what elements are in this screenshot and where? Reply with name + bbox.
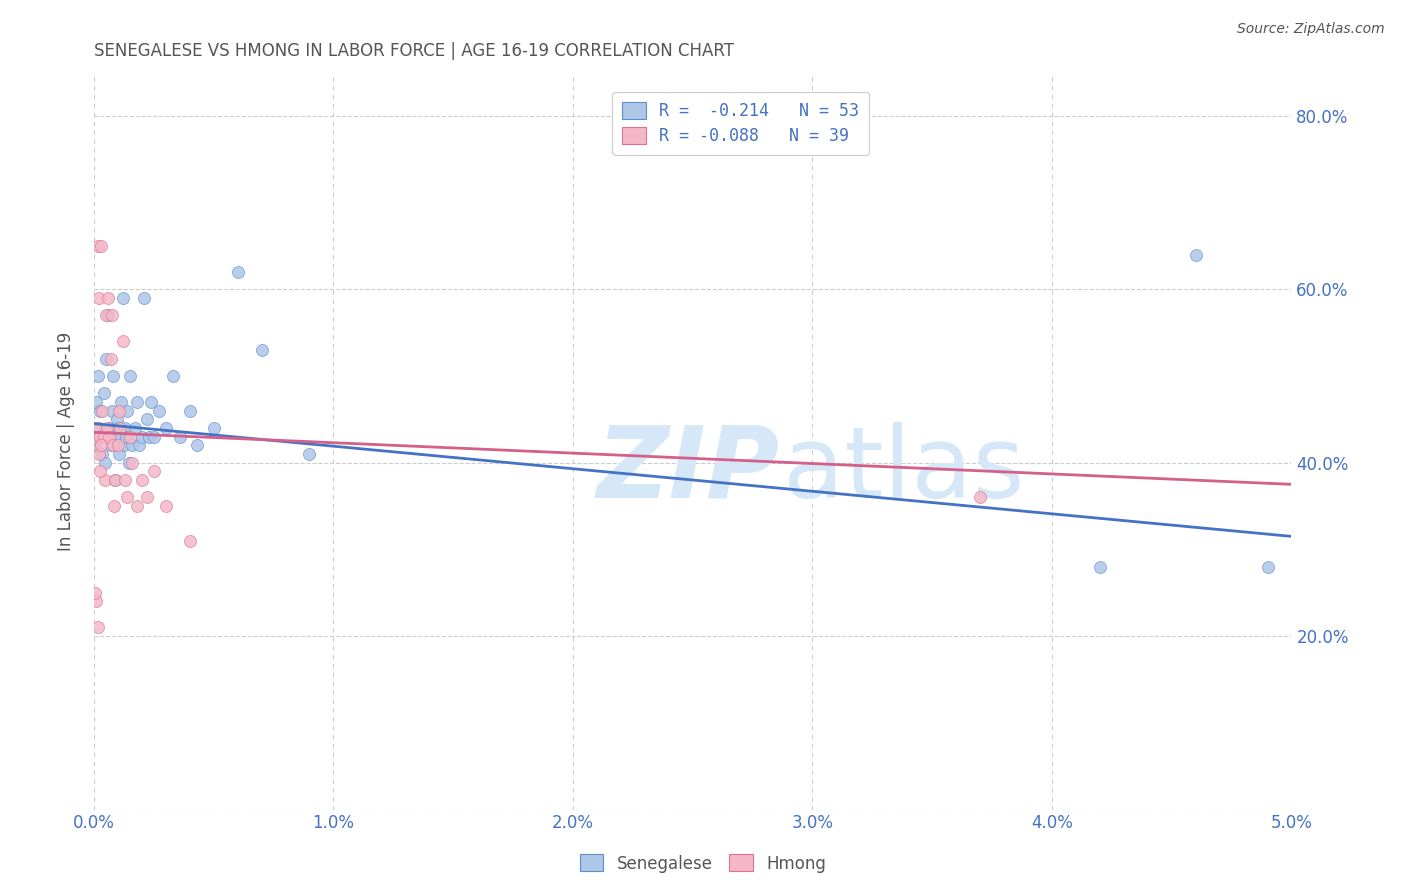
- Y-axis label: In Labor Force | Age 16-19: In Labor Force | Age 16-19: [58, 331, 75, 550]
- Point: [93, 473, 115, 487]
- Point: [89, 430, 111, 444]
- Point: [142, 430, 165, 444]
- Point: [103, 499, 125, 513]
- Point: [100, 351, 122, 366]
- Point: [96, 430, 118, 444]
- Point: [115, 430, 138, 444]
- Point: [969, 491, 991, 505]
- Point: [86, 594, 108, 608]
- Point: [107, 438, 129, 452]
- Point: [93, 386, 115, 401]
- Point: [87, 291, 110, 305]
- Point: [135, 412, 157, 426]
- Point: [125, 499, 148, 513]
- Point: [89, 403, 111, 417]
- Point: [118, 430, 141, 444]
- Point: [96, 421, 118, 435]
- Point: [105, 412, 128, 426]
- Point: [131, 430, 153, 444]
- Point: [87, 447, 110, 461]
- Point: [93, 456, 115, 470]
- Point: [117, 491, 139, 505]
- Point: [142, 464, 165, 478]
- Point: [104, 473, 127, 487]
- Point: [179, 403, 201, 417]
- Point: [84, 586, 107, 600]
- Point: [101, 368, 124, 383]
- Point: [103, 430, 125, 444]
- Point: [118, 456, 141, 470]
- Point: [117, 403, 139, 417]
- Point: [110, 430, 132, 444]
- Point: [111, 291, 134, 305]
- Point: [125, 395, 148, 409]
- Text: Source: ZipAtlas.com: Source: ZipAtlas.com: [1237, 22, 1385, 37]
- Point: [186, 438, 208, 452]
- Point: [108, 447, 131, 461]
- Point: [121, 456, 143, 470]
- Point: [138, 430, 160, 444]
- Point: [162, 368, 184, 383]
- Point: [84, 421, 107, 435]
- Point: [86, 620, 108, 634]
- Point: [111, 334, 134, 349]
- Point: [101, 403, 124, 417]
- Point: [250, 343, 273, 357]
- Point: [1088, 559, 1111, 574]
- Point: [110, 421, 132, 435]
- Point: [108, 403, 131, 417]
- Point: [121, 438, 143, 452]
- Point: [141, 395, 163, 409]
- Point: [84, 438, 107, 452]
- Point: [98, 430, 121, 444]
- Point: [100, 438, 122, 452]
- Point: [155, 421, 177, 435]
- Point: [124, 421, 146, 435]
- Point: [155, 499, 177, 513]
- Point: [179, 533, 201, 548]
- Point: [94, 308, 117, 322]
- Point: [104, 473, 127, 487]
- Point: [131, 473, 153, 487]
- Point: [169, 430, 191, 444]
- Point: [134, 291, 156, 305]
- Point: [110, 395, 132, 409]
- Point: [90, 239, 112, 253]
- Point: [1184, 247, 1206, 261]
- Point: [98, 421, 121, 435]
- Point: [90, 430, 112, 444]
- Point: [91, 403, 114, 417]
- Point: [89, 464, 111, 478]
- Point: [91, 447, 114, 461]
- Point: [93, 430, 115, 444]
- Point: [112, 438, 135, 452]
- Point: [87, 421, 110, 435]
- Point: [148, 403, 170, 417]
- Point: [101, 308, 124, 322]
- Point: [114, 473, 136, 487]
- Point: [107, 421, 129, 435]
- Point: [86, 368, 108, 383]
- Point: [86, 395, 108, 409]
- Point: [97, 291, 120, 305]
- Point: [118, 368, 141, 383]
- Point: [128, 438, 150, 452]
- Point: [114, 421, 136, 435]
- Legend: Senegalese, Hmong: Senegalese, Hmong: [574, 847, 832, 880]
- Point: [226, 265, 249, 279]
- Point: [135, 491, 157, 505]
- Point: [86, 239, 108, 253]
- Point: [1256, 559, 1278, 574]
- Text: ZIP: ZIP: [598, 422, 780, 519]
- Point: [94, 351, 117, 366]
- Point: [101, 438, 124, 452]
- Point: [86, 430, 108, 444]
- Text: atlas: atlas: [783, 422, 1024, 519]
- Legend: R =  -0.214   N = 53, R = -0.088   N = 39: R = -0.214 N = 53, R = -0.088 N = 39: [612, 92, 869, 155]
- Text: SENEGALESE VS HMONG IN LABOR FORCE | AGE 16-19 CORRELATION CHART: SENEGALESE VS HMONG IN LABOR FORCE | AGE…: [94, 42, 734, 60]
- Point: [202, 421, 225, 435]
- Point: [97, 308, 120, 322]
- Point: [298, 447, 321, 461]
- Point: [90, 438, 112, 452]
